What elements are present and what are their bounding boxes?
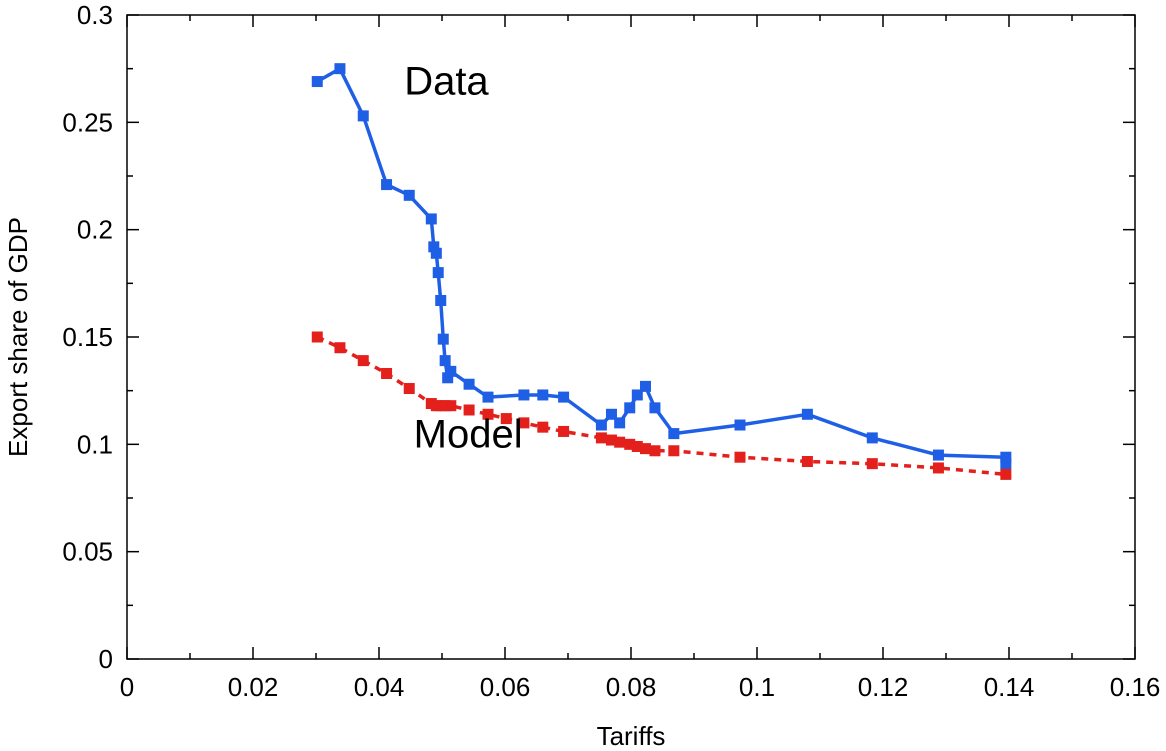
data-point-model [734,451,746,463]
y-tick-label: 0.25 [62,107,113,137]
annotation-data: Data [404,59,489,103]
data-point-model [311,331,323,343]
data-point-data [403,189,415,201]
data-point-data [435,295,447,307]
data-point-model [558,425,570,437]
data-point-model [439,400,451,412]
data-point-data [439,355,451,367]
data-point-data [537,389,549,401]
annotation-model: Model [414,413,523,457]
data-point-data [437,333,449,345]
data-point-model [932,462,944,474]
data-point-data [334,63,346,75]
x-tick-label: 0.1 [739,672,775,702]
data-point-model [445,400,457,412]
data-point-model [639,443,651,455]
x-axis-label: Tariffs [597,721,666,751]
series-line-model [316,335,1007,477]
series-model [311,331,1012,480]
data-point-model [537,421,549,433]
data-point-model [631,440,643,452]
x-tick-label: 0.04 [354,672,405,702]
data-point-data [801,408,813,420]
data-point-data [614,417,626,429]
data-point-data [428,241,440,253]
data-point-data [442,372,454,384]
axes: 0 0.02 0.04 0.06 0.08 0.1 0.12 0.14 0.16 0 0.05 0.1… [62,0,1160,702]
data-point-data [311,76,323,88]
x-tick-label: 0.06 [480,672,531,702]
data-point-data [381,179,393,191]
y-tick-label: 0.05 [62,537,113,567]
data-point-data [932,449,944,461]
x-tick-label: 0.02 [228,672,279,702]
y-tick-label: 0.3 [77,0,113,30]
data-point-model [463,404,475,416]
data-point-data [357,110,369,122]
data-point-data [734,419,746,431]
data-point-data [649,402,661,414]
data-point-model [500,413,512,425]
data-point-data [668,428,680,440]
data-point-data [518,389,530,401]
series-layer [311,63,1012,480]
data-point-data [1000,451,1012,463]
data-point-data [425,213,437,225]
data-point-model [605,434,617,446]
y-axis-label: Export share of GDP [3,217,33,457]
data-point-data [463,378,475,390]
x-tick-label: 0.08 [606,672,657,702]
data-point-model [381,367,393,379]
x-tick-label: 0 [120,672,134,702]
data-point-data [430,247,442,259]
x-tick-label: 0.12 [858,672,909,702]
data-point-data [445,365,457,377]
data-point-model [649,445,661,457]
data-point-model [801,456,813,468]
data-point-data [432,267,444,279]
x-tick-label: 0.14 [984,672,1035,702]
data-point-data [1000,458,1012,470]
data-point-data [482,391,494,403]
data-point-model [595,432,607,444]
data-point-data [558,391,570,403]
data-point-data [624,402,636,414]
data-point-model [624,438,636,450]
data-point-model [357,355,369,367]
data-point-data [605,408,617,420]
data-point-data [866,432,878,444]
data-point-model [403,383,415,395]
y-tick-label: 0.2 [77,215,113,245]
data-point-data [639,380,651,392]
y-tick-label: 0.1 [77,429,113,459]
x-tick-label: 0.16 [1110,672,1161,702]
data-point-model [1000,468,1012,480]
data-point-model [668,445,680,457]
data-point-model [866,458,878,470]
data-point-model [334,342,346,354]
data-point-model [614,436,626,448]
data-point-data [631,389,643,401]
series-data [311,63,1012,470]
data-point-model [482,408,494,420]
data-point-model [518,417,530,429]
y-tick-label: 0.15 [62,322,113,352]
data-point-data [595,419,607,431]
y-tick-label: 0 [99,644,113,674]
